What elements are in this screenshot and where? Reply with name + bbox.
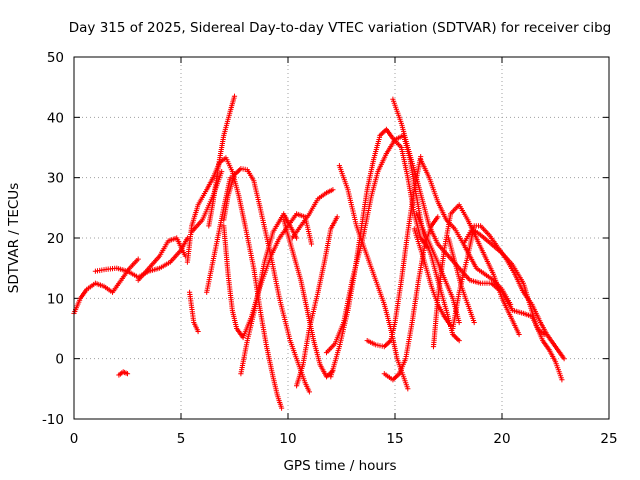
y-tick-label: 30 — [47, 171, 64, 187]
series-markers-track-11 — [221, 166, 312, 395]
series-markers-track-25 — [430, 202, 522, 350]
y-tick-label: -10 — [42, 412, 64, 428]
plot-frame — [73, 56, 610, 420]
series-markers-track-01 — [71, 256, 141, 316]
series-markers-track-03 — [116, 369, 131, 378]
series-markers-track-13 — [289, 187, 336, 241]
series-markers-track-28 — [460, 226, 565, 383]
series-markers-track-27 — [450, 223, 567, 362]
x-tick-label: 20 — [493, 431, 510, 447]
axis-ticks: 0 5 10 15 20 25 -10 0 10 20 30 40 50 — [42, 50, 618, 447]
series-markers-track-14 — [281, 217, 336, 380]
series-markers-track-20 — [381, 214, 441, 383]
data-series — [71, 93, 567, 411]
series-markers-track-15 — [294, 214, 340, 389]
y-tick-label: 20 — [47, 231, 64, 247]
grid — [74, 57, 609, 419]
y-tick-label: 50 — [47, 50, 64, 66]
y-axis-label: SDTVAR / TECUs — [6, 183, 22, 293]
series-markers-track-06 — [187, 289, 201, 335]
x-tick-label: 15 — [386, 431, 403, 447]
x-tick-label: 0 — [70, 431, 79, 447]
series-markers-track-16 — [336, 163, 411, 392]
x-tick-label: 25 — [600, 431, 617, 447]
x-tick-label: 5 — [177, 431, 186, 447]
series-markers-track-05 — [184, 155, 285, 411]
y-tick-label: 10 — [47, 291, 64, 307]
x-tick-label: 10 — [279, 431, 296, 447]
series-markers-track-04 — [135, 235, 188, 283]
series-markers-track-02 — [92, 235, 190, 280]
series-markers-track-12 — [238, 211, 300, 377]
x-axis-label: GPS time / hours — [283, 458, 396, 474]
series-markers-track-08 — [206, 93, 238, 229]
y-tick-label: 0 — [55, 352, 64, 368]
chart-title: Day 315 of 2025, Sidereal Day-to-day VTE… — [69, 20, 612, 36]
series-line-track-20 — [383, 216, 439, 381]
y-tick-label: 40 — [47, 110, 64, 126]
series-markers-track-18 — [323, 132, 462, 356]
